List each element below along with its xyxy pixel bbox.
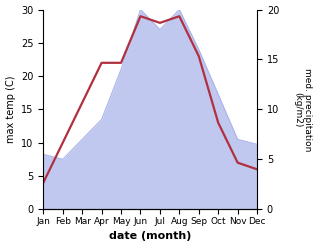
Y-axis label: max temp (C): max temp (C) [5,76,16,143]
X-axis label: date (month): date (month) [109,231,191,242]
Y-axis label: med. precipitation
(kg/m2): med. precipitation (kg/m2) [293,68,313,151]
